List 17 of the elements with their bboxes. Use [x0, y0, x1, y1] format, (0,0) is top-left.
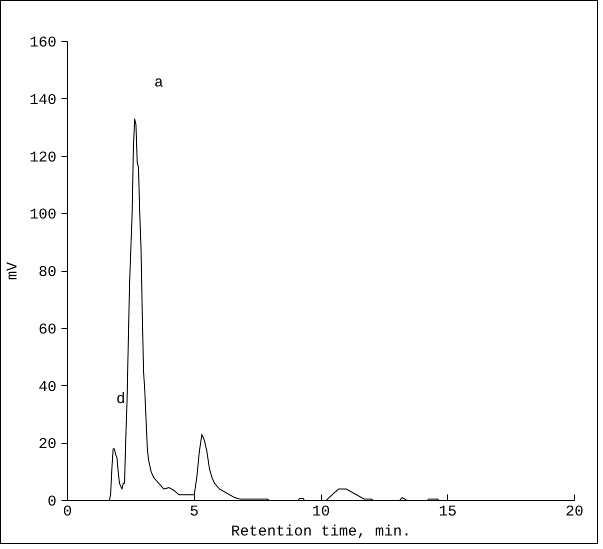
x-tick-label: 5 [190, 504, 199, 520]
x-tick-label: 15 [438, 504, 457, 520]
y-tick-label: 160 [29, 34, 57, 52]
x-tick-label: 0 [63, 504, 72, 520]
y-axis-title: mV [4, 262, 22, 280]
y-tick-label: 140 [29, 92, 57, 109]
y-tick-label: 40 [38, 378, 57, 396]
x-tick-label: 10 [312, 504, 330, 520]
x-tick-label: 20 [566, 504, 584, 520]
annotation: a [154, 74, 164, 92]
y-tick-label: 20 [38, 436, 57, 454]
y-tick-label: 120 [29, 149, 57, 166]
annotation: d [116, 391, 126, 408]
y-tick-label: 100 [29, 206, 57, 224]
x-axis-title: Retention time, min. [230, 524, 412, 540]
y-tick-label: 60 [38, 321, 57, 338]
y-tick-label: 80 [38, 264, 57, 281]
